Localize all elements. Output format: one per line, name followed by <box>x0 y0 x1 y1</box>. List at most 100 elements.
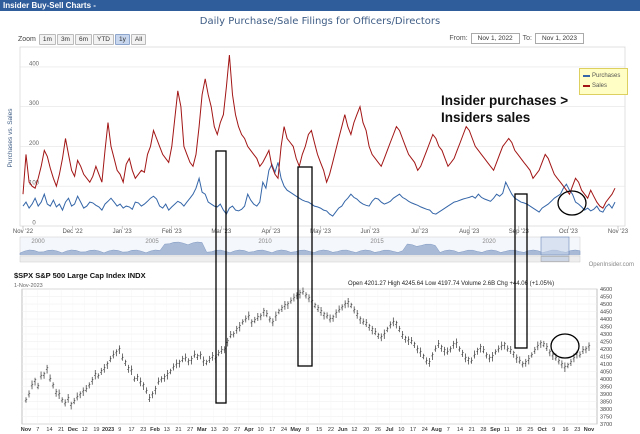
date-range: From: Nov 1, 2022 To: Nov 1, 2023 <box>449 33 584 44</box>
zoom-all-button[interactable]: All <box>130 33 147 45</box>
price-x-tick-label: 20 <box>363 427 369 433</box>
navigator-area <box>19 241 581 255</box>
zoom-1y-button[interactable]: 1y <box>115 33 130 45</box>
x-tick-label: Nov '22 <box>13 229 34 235</box>
price-x-tick-label: Feb <box>150 427 160 433</box>
price-x-tick-label: 2023 <box>102 427 114 433</box>
y-tick-label: 300 <box>29 101 40 107</box>
x-tick-label: Sep '23 <box>509 229 530 235</box>
price-y-tick-label: 4050 <box>600 370 612 376</box>
highlight-box <box>215 150 227 404</box>
x-tick-label: Nov '23 <box>608 229 629 235</box>
navigator-year-label: 2020 <box>482 239 496 245</box>
price-x-tick-label: 27 <box>234 427 240 433</box>
price-x-tick-label: 24 <box>281 427 287 433</box>
price-y-tick-label: 4500 <box>600 302 612 308</box>
price-x-tick-label: 26 <box>375 427 381 433</box>
price-x-tick-label: Aug <box>431 427 442 433</box>
price-y-tick-label: 3850 <box>600 400 612 406</box>
price-x-tick-label: May <box>290 427 302 433</box>
to-date-input[interactable]: Nov 1, 2023 <box>535 33 584 44</box>
legend: Purchases Sales <box>579 68 628 95</box>
price-x-tick-label: Jul <box>386 427 394 433</box>
price-x-tick-label: Jun <box>338 427 348 433</box>
price-stats: Open 4201.27 High 4245.64 Low 4197.74 Vo… <box>348 281 554 287</box>
price-x-tick-label: 10 <box>258 427 264 433</box>
price-x-tick-label: 10 <box>398 427 404 433</box>
legend-swatch-purchases <box>583 75 590 77</box>
price-x-tick-label: 18 <box>516 427 522 433</box>
series-line-sales <box>22 54 616 209</box>
navigator-year-label: 2000 <box>31 239 45 245</box>
price-y-tick-label: 3900 <box>600 392 612 398</box>
annotation-line-2: Insiders sales <box>441 110 531 125</box>
price-x-tick-label: 7 <box>447 427 450 433</box>
x-tick-label: Dec '22 <box>63 229 84 235</box>
navigator-scrollbar <box>19 255 581 263</box>
x-tick-label: Oct '23 <box>559 229 578 235</box>
price-x-tick-label: 21 <box>469 427 475 433</box>
legend-label-sales: Sales <box>592 83 608 89</box>
legend-item-purchases[interactable]: Purchases <box>583 71 624 81</box>
zoom-6m-button[interactable]: 6m <box>74 33 92 45</box>
price-x-tick-label: 11 <box>504 427 510 433</box>
price-x-tick-label: 15 <box>316 427 322 433</box>
price-x-tick-label: 17 <box>269 427 275 433</box>
zoom-ytd-button[interactable]: YTD <box>93 33 114 45</box>
price-x-tick-label: 21 <box>58 427 64 433</box>
series-line-purchases <box>22 162 616 217</box>
price-x-tick-label: 28 <box>480 427 486 433</box>
price-x-tick-label: 9 <box>118 427 121 433</box>
price-chart-title: $SPX S&P 500 Large Cap Index INDX <box>14 271 146 280</box>
price-x-tick-label: 24 <box>422 427 428 433</box>
navigator-year-label: 2015 <box>370 239 384 245</box>
price-y-tick-label: 3800 <box>600 407 612 413</box>
chart-title: Daily Purchase/Sale Filings for Officers… <box>199 16 441 27</box>
price-x-tick-label: Mar <box>197 427 208 433</box>
price-x-tick-label: Sep <box>490 427 501 433</box>
x-tick-label: Feb '23 <box>162 229 182 235</box>
price-y-tick-label: 4550 <box>600 295 612 301</box>
price-x-tick-label: 12 <box>351 427 357 433</box>
navigator-year-label: 2010 <box>258 239 272 245</box>
navigator-selection <box>540 236 570 256</box>
price-y-tick-label: 4000 <box>600 377 612 383</box>
price-y-tick-label: 4350 <box>600 325 612 331</box>
price-x-tick-label: 13 <box>164 427 170 433</box>
legend-item-sales[interactable]: Sales <box>583 81 624 91</box>
y-tick-label: 200 <box>29 141 40 147</box>
price-x-tick-label: 23 <box>574 427 580 433</box>
price-y-tick-label: 4200 <box>600 347 612 353</box>
highlight-circle-top <box>557 190 587 216</box>
price-x-tick-label: Nov <box>21 427 32 433</box>
x-tick-label: Jul '23 <box>411 229 429 235</box>
x-tick-label: Mar '23 <box>211 229 231 235</box>
y-tick-label: 100 <box>29 181 40 187</box>
highlight-circle-bottom <box>550 333 580 359</box>
y-axis-label: Purchases vs. Sales <box>7 108 14 168</box>
highlight-box <box>297 166 313 367</box>
zoom-3m-button[interactable]: 3m <box>56 33 74 45</box>
highlight-box <box>514 193 528 349</box>
price-x-tick-label: 19 <box>93 427 99 433</box>
price-x-tick-label: 9 <box>552 427 555 433</box>
from-date-input[interactable]: Nov 1, 2022 <box>470 33 520 44</box>
price-y-tick-label: 4400 <box>600 317 612 323</box>
price-x-tick-label: 7 <box>36 427 39 433</box>
price-y-tick-label: 4250 <box>600 340 612 346</box>
price-x-tick-label: 17 <box>129 427 135 433</box>
zoom-label: Zoom <box>18 35 36 43</box>
zoom-toolbar: Zoom 1m 3m 6m YTD 1y All <box>18 33 147 45</box>
price-x-tick-label: Dec <box>68 427 78 433</box>
x-tick-label: May '23 <box>310 229 331 235</box>
price-x-tick-label: Oct <box>537 427 546 433</box>
price-y-tick-label: 4100 <box>600 362 612 368</box>
zoom-1m-button[interactable]: 1m <box>38 33 56 45</box>
x-tick-label: Apr '23 <box>262 229 281 235</box>
y-tick-label: 400 <box>29 61 40 67</box>
price-y-tick-label: 4300 <box>600 332 612 338</box>
price-y-tick-label: 4450 <box>600 310 612 316</box>
price-x-tick-label: 23 <box>140 427 146 433</box>
price-y-tick-label: 4600 <box>600 287 612 293</box>
x-tick-label: Jan '23 <box>113 229 133 235</box>
